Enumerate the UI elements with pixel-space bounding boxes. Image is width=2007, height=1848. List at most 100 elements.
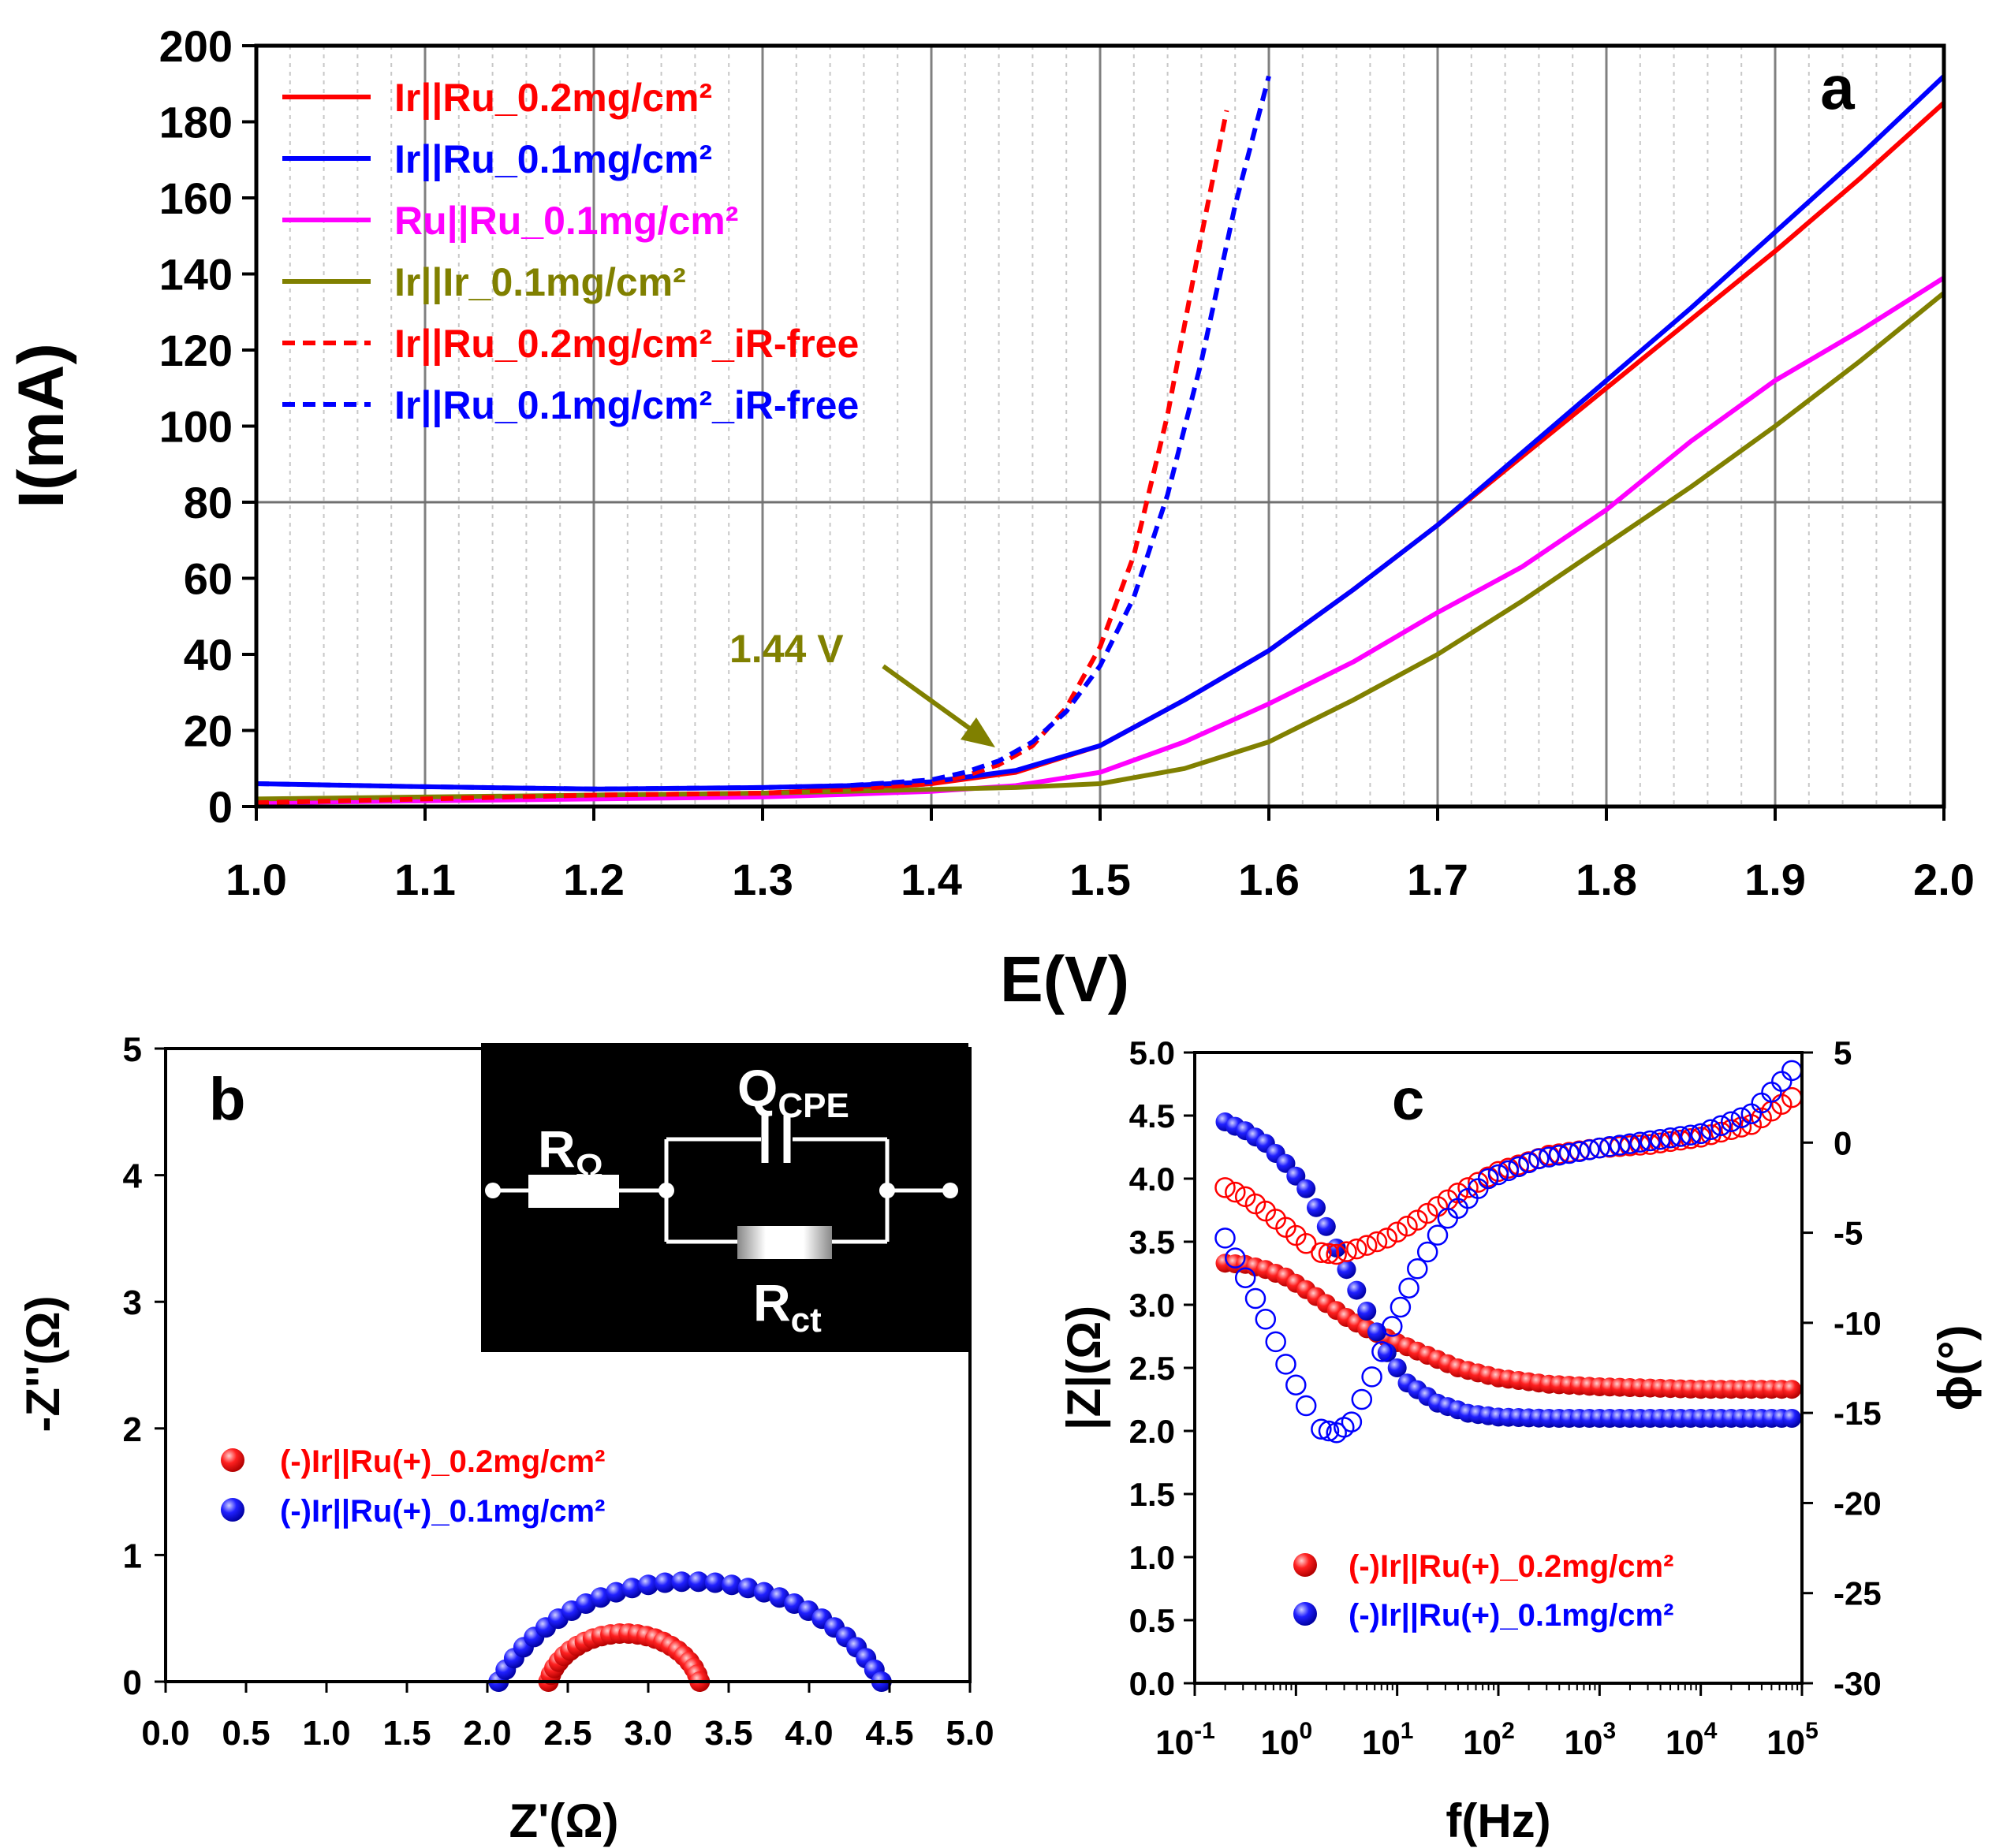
bode-point-1 bbox=[1316, 1216, 1336, 1236]
x-tick-label: 2.5 bbox=[543, 1714, 591, 1753]
legend-label-0: (-)Ir||Ru(+)_0.2mg/cm² bbox=[280, 1444, 605, 1479]
bode-point-3 bbox=[1225, 1247, 1246, 1269]
bode-point-3 bbox=[1275, 1354, 1296, 1375]
bode-point-3 bbox=[1398, 1277, 1419, 1298]
legend-label-0: Ir||Ru_0.2mg/cm² bbox=[394, 76, 712, 121]
annotation-arrow bbox=[882, 664, 995, 747]
legend-marker-1 bbox=[1293, 1602, 1317, 1626]
bode-point-1 bbox=[1387, 1358, 1407, 1377]
x-tick-label: 101 bbox=[1362, 1718, 1414, 1762]
bode-point-2 bbox=[1311, 1242, 1332, 1263]
bode-point-3 bbox=[1771, 1071, 1792, 1092]
y-tick-label: 80 bbox=[184, 478, 233, 527]
bode-point-3 bbox=[1285, 1374, 1307, 1395]
bode-point-1 bbox=[1307, 1198, 1326, 1217]
y2-tick-label: 0 bbox=[1834, 1124, 1852, 1161]
bode-point-3 bbox=[1589, 1137, 1610, 1159]
x-tick-base: 10 bbox=[1362, 1723, 1401, 1762]
bode-point-2 bbox=[1366, 1231, 1388, 1253]
nyquist-point-1 bbox=[606, 1582, 627, 1603]
panel-b-points bbox=[488, 1571, 892, 1692]
nyquist-point-1 bbox=[753, 1582, 774, 1603]
panel-c-ylabel: |Z|(Ω) bbox=[1058, 1306, 1111, 1430]
panel-b: 0.0 0.5 1.0 1.5 2.0 2.5 3.0 3.5 4.0 4.5 5.0 0 1 2 3 4 5… bbox=[17, 1030, 994, 1847]
bode-point-3 bbox=[1659, 1127, 1681, 1149]
y-tick-label: 0 bbox=[123, 1664, 142, 1702]
bode-point-3 bbox=[1781, 1060, 1803, 1082]
x-tick-label: 3.0 bbox=[624, 1714, 672, 1753]
bode-point-2 bbox=[1295, 1233, 1317, 1254]
y-tick-label: 2 bbox=[123, 1410, 142, 1449]
x-tick-label: 1.2 bbox=[563, 855, 625, 904]
y-tick-label: 60 bbox=[184, 554, 233, 604]
x-tick-label: 2.0 bbox=[1913, 855, 1975, 904]
legend-label-3: Ir||Ir_0.1mg/cm² bbox=[394, 260, 686, 305]
terminal-right bbox=[942, 1183, 958, 1198]
bode-point-3 bbox=[1390, 1296, 1412, 1318]
bode-point-2 bbox=[1386, 1221, 1408, 1243]
series-line-4 bbox=[256, 110, 1229, 806]
y2-tick-label: -5 bbox=[1834, 1215, 1863, 1252]
panel-b-xtick-labels: 0.0 0.5 1.0 1.5 2.0 2.5 3.0 3.5 4.0 4.5 5.0 bbox=[141, 1714, 994, 1753]
bode-point-2 bbox=[1356, 1235, 1378, 1256]
x-tick-label: 1.7 bbox=[1407, 855, 1468, 904]
bode-point-3 bbox=[1371, 1341, 1393, 1362]
y-tick-label: 2.0 bbox=[1129, 1413, 1175, 1450]
bode-point-1 bbox=[1347, 1280, 1367, 1300]
panel-b-label: b bbox=[209, 1066, 245, 1133]
x-tick-label: 100 bbox=[1261, 1718, 1313, 1762]
x-tick-exponent: 1 bbox=[1401, 1718, 1414, 1744]
legend-label-0: (-)Ir||Ru(+)_0.2mg/cm² bbox=[1349, 1549, 1673, 1584]
resistor-r-ohm bbox=[528, 1175, 619, 1208]
panel-c-label: c bbox=[1392, 1067, 1424, 1132]
x-tick-label: 104 bbox=[1666, 1718, 1718, 1762]
x-tick-label: 1.5 bbox=[382, 1714, 431, 1753]
nyquist-point-1 bbox=[704, 1572, 726, 1593]
bode-point-3 bbox=[1341, 1411, 1363, 1433]
bode-point-2 bbox=[1214, 1177, 1236, 1198]
bode-point-1 bbox=[1276, 1153, 1296, 1173]
bode-point-3 bbox=[1669, 1126, 1692, 1147]
bode-point-3 bbox=[1234, 1267, 1256, 1288]
panel-a: 1.0 1.1 1.2 1.3 1.4 1.5 1.6 1.7 1.8 1.9 2.0 0 20 40 6… bbox=[6, 21, 1975, 1015]
panel-b-ylabel: -Z''(Ω) bbox=[17, 1295, 69, 1432]
panel-a-xlabel: E(V) bbox=[1000, 944, 1129, 1015]
panel-a-label: a bbox=[1820, 53, 1855, 122]
bode-point-3 bbox=[1640, 1130, 1661, 1152]
x-tick-label: 103 bbox=[1565, 1718, 1617, 1762]
r-ohm-label: RΩ bbox=[538, 1120, 603, 1186]
bode-point-3 bbox=[1295, 1395, 1317, 1417]
x-tick-label: 1.1 bbox=[394, 855, 456, 904]
bode-point-2 bbox=[1225, 1181, 1246, 1203]
bode-point-3 bbox=[1508, 1156, 1529, 1178]
bode-point-3 bbox=[1730, 1107, 1752, 1128]
node-left bbox=[658, 1183, 674, 1198]
x-tick-label: 1.8 bbox=[1576, 855, 1637, 904]
bode-point-3 bbox=[1361, 1366, 1382, 1388]
bode-point-3 bbox=[1487, 1164, 1509, 1186]
y-tick-label: 0 bbox=[208, 782, 233, 832]
bode-point-3 bbox=[1700, 1119, 1722, 1141]
x-tick-label: 0.0 bbox=[141, 1714, 189, 1753]
y2-tick-label: -25 bbox=[1834, 1575, 1882, 1612]
bode-point-3 bbox=[1382, 1316, 1403, 1337]
bode-point-2 bbox=[1336, 1241, 1357, 1262]
panel-c-xlabel: f(Hz) bbox=[1446, 1794, 1550, 1847]
nyquist-point-1 bbox=[621, 1578, 643, 1599]
bode-point-3 bbox=[1599, 1136, 1621, 1157]
legend-label-5: Ir||Ru_0.1mg/cm²_iR-free bbox=[394, 383, 859, 428]
x-tick-label: 1.9 bbox=[1744, 855, 1806, 904]
y2-tick-label: -10 bbox=[1834, 1305, 1882, 1342]
y-tick-label: 4.0 bbox=[1129, 1161, 1175, 1198]
y-tick-label: 120 bbox=[159, 326, 233, 375]
terminal-left bbox=[485, 1183, 501, 1198]
bode-point-2 bbox=[1376, 1228, 1398, 1249]
y-tick-label: 1.5 bbox=[1129, 1476, 1175, 1513]
y-tick-label: 0.5 bbox=[1129, 1602, 1175, 1639]
bode-point-2 bbox=[1346, 1238, 1367, 1260]
panel-a-ylabel: I(mA) bbox=[6, 343, 77, 509]
bode-point-2 bbox=[1318, 1243, 1340, 1265]
y-tick-label: 5 bbox=[123, 1030, 142, 1069]
panel-c-legend: (-)Ir||Ru(+)_0.2mg/cm² (-)Ir||Ru(+)_0.1mg… bbox=[1293, 1549, 1673, 1633]
panel-b-ticks bbox=[155, 1047, 972, 1693]
